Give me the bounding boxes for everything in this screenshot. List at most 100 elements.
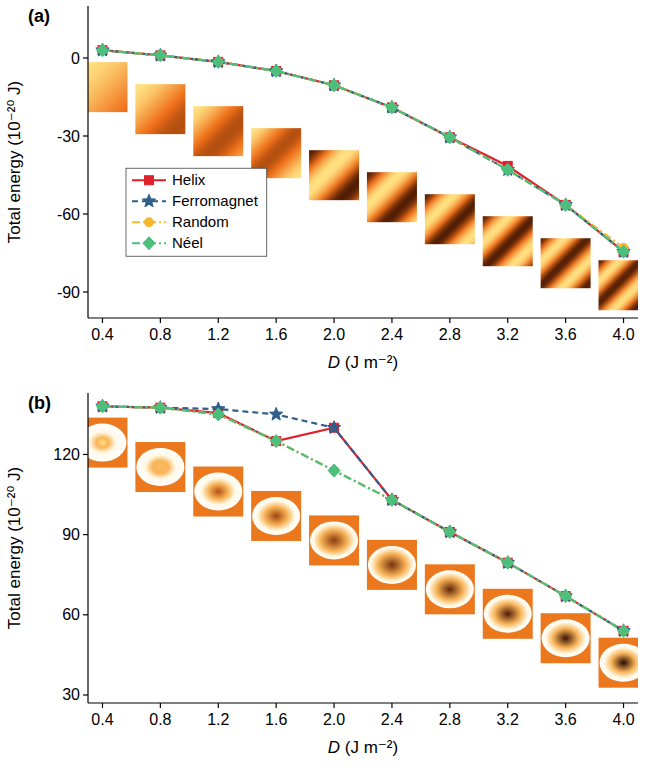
inset-images	[88, 418, 638, 688]
x-tick-label: 2.4	[381, 711, 403, 728]
y-axis	[87, 6, 88, 318]
line	[102, 406, 623, 630]
legend-marker	[145, 176, 154, 185]
inset-image	[367, 540, 417, 590]
point	[327, 78, 340, 91]
x-tick-label: 2.4	[381, 326, 403, 343]
point	[386, 493, 398, 506]
x-tick-label: 0.8	[149, 711, 171, 728]
x-tick	[391, 318, 392, 323]
point	[96, 399, 109, 412]
x-tick	[449, 318, 450, 323]
legend-label: Random	[172, 213, 229, 230]
x-tick	[333, 318, 334, 323]
x-tick	[623, 318, 624, 323]
panel: 3060901200.40.81.21.62.02.42.83.23.64.0D…	[0, 385, 649, 774]
y-axis-title: Total energy (10⁻²⁰ J)	[5, 467, 24, 629]
line	[102, 50, 623, 248]
legend-marker	[145, 218, 154, 227]
inset-image	[251, 491, 301, 541]
point	[443, 130, 456, 143]
x-axis-title: D (J m⁻²)	[328, 353, 398, 372]
x-axis	[88, 317, 638, 318]
point	[501, 556, 514, 569]
y-tick-label: 120	[53, 446, 80, 463]
inset-image	[599, 260, 638, 310]
inset-image	[483, 589, 533, 639]
line	[102, 406, 623, 630]
x-tick	[218, 318, 219, 323]
inset-image	[135, 442, 185, 492]
point	[96, 43, 109, 56]
legend: HelixFerromagnetRandomNéel	[126, 168, 267, 256]
legend-box	[126, 168, 267, 256]
x-tick-label: 3.2	[497, 711, 519, 728]
x-tick-label: 0.4	[91, 326, 113, 343]
inset-image	[88, 418, 127, 468]
x-tick	[102, 318, 103, 323]
point	[328, 464, 340, 477]
x-tick	[333, 703, 334, 708]
point	[560, 198, 572, 211]
x-tick-label: 3.6	[555, 711, 577, 728]
point	[502, 163, 514, 176]
series	[96, 400, 629, 637]
series-group	[96, 43, 630, 258]
inset-image	[599, 638, 638, 688]
legend-label: Ferromagnet	[172, 192, 259, 209]
inset-image	[193, 467, 243, 517]
point	[96, 44, 108, 57]
point	[617, 624, 630, 637]
y-tick	[83, 291, 88, 292]
inset-image	[541, 238, 591, 288]
y-tick	[83, 614, 88, 615]
x-tick-label: 1.2	[207, 326, 229, 343]
point	[96, 400, 108, 413]
x-tick	[102, 703, 103, 708]
point	[502, 556, 514, 569]
y-axis	[87, 393, 88, 703]
point	[444, 131, 456, 144]
point	[212, 55, 225, 68]
point	[212, 55, 224, 68]
point	[444, 525, 456, 538]
y-tick	[83, 534, 88, 535]
x-tick-label: 2.0	[323, 326, 345, 343]
inset-image	[425, 564, 475, 614]
point	[443, 525, 456, 538]
legend-label: Néel	[172, 234, 203, 251]
legend-marker	[143, 237, 155, 250]
x-axis-title: D (J m⁻²)	[328, 738, 398, 757]
y-tick-label: -30	[57, 128, 80, 145]
line	[102, 406, 623, 630]
x-axis	[88, 702, 638, 703]
x-tick-label: 3.6	[555, 326, 577, 343]
panel-label: (a)	[28, 6, 50, 26]
x-tick	[565, 703, 566, 708]
line	[102, 406, 623, 630]
series	[98, 402, 628, 635]
y-tick-label: 60	[62, 606, 80, 623]
series	[96, 43, 630, 257]
x-tick-label: 3.2	[497, 326, 519, 343]
inset-image	[88, 62, 127, 112]
line	[102, 50, 623, 252]
x-tick-label: 2.8	[439, 326, 461, 343]
inset-image	[309, 150, 359, 200]
y-tick	[83, 57, 88, 58]
x-tick	[507, 318, 508, 323]
point	[385, 100, 398, 113]
point	[154, 401, 166, 414]
x-tick-label: 1.6	[265, 711, 287, 728]
y-tick	[83, 454, 88, 455]
point	[270, 65, 282, 78]
point	[154, 49, 166, 62]
point	[154, 401, 167, 414]
point	[154, 48, 167, 61]
point	[270, 64, 283, 77]
x-tick-label: 0.4	[91, 711, 113, 728]
point	[618, 245, 630, 258]
y-tick-label: 30	[62, 686, 80, 703]
y-tick-label: -90	[57, 284, 80, 301]
x-tick	[391, 703, 392, 708]
